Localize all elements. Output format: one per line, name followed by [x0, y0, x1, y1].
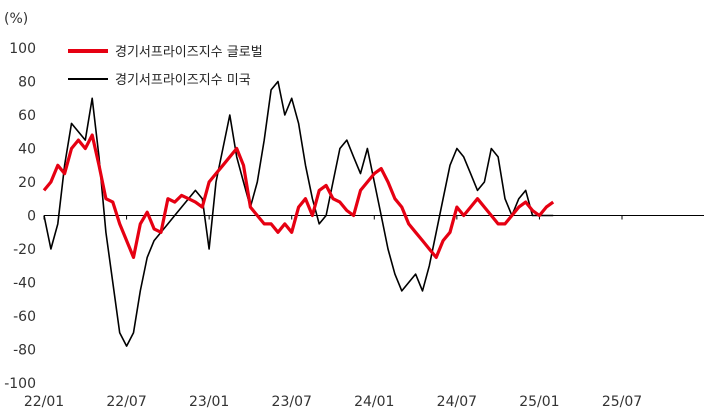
legend-label-global: 경기서프라이즈지수 글로벌 [115, 45, 263, 60]
x-tick-label: 23/01 [189, 394, 229, 410]
x-tick-label: 22/07 [106, 394, 146, 410]
x-tick-label: 23/07 [272, 394, 312, 410]
legend: 경기서프라이즈지수 글로벌 경기서프라이즈지수 미국 [68, 45, 263, 88]
y-tick-label: -80 [13, 343, 36, 359]
y-tick-label: 40 [18, 142, 36, 158]
y-axis-unit: (%) [4, 11, 28, 27]
y-tick-label: 20 [18, 175, 36, 191]
series-line-global [42, 133, 555, 259]
y-tick-label: -40 [13, 276, 36, 292]
x-tick-label: 24/01 [354, 394, 394, 410]
y-tick-label: -100 [4, 376, 36, 392]
y-tick-label: -20 [13, 242, 36, 258]
y-tick-label: 80 [18, 75, 36, 91]
series-line-us [43, 80, 554, 347]
x-axis-ticks: 22/01 22/07 23/01 23/07 24/01 24/07 25/01 25/07 [24, 215, 642, 410]
legend-label-us: 경기서프라이즈지수 미국 [115, 73, 251, 88]
series-layer [42, 80, 555, 347]
y-tick-label: 60 [18, 108, 36, 124]
y-tick-label: 100 [9, 41, 36, 57]
x-tick-label: 24/07 [437, 394, 477, 410]
x-tick-label: 25/07 [602, 394, 642, 410]
x-tick-label: 25/01 [519, 394, 559, 410]
y-tick-label: 0 [27, 209, 36, 225]
y-tick-label: -60 [13, 309, 36, 325]
y-axis-ticks: 100 80 60 40 20 0 -20 -40 -60 -80 -100 [4, 41, 36, 392]
x-tick-label: 22/01 [24, 394, 64, 410]
